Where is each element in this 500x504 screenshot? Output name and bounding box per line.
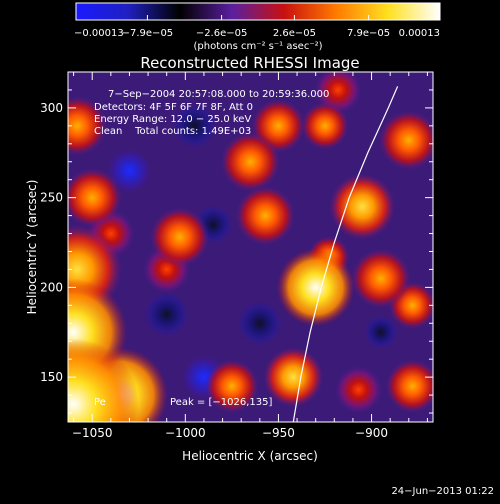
annotation-total-counts: Clean Total counts: 1.49E+03 [94,126,251,137]
footer-timestamp: 24−Jun−2013 01:22 [391,486,494,497]
heatmap-blob [68,96,108,156]
heatmap-blob [334,365,383,414]
heatmap-blob [170,102,219,150]
y-tick-label: 150 [40,370,63,384]
plot-area: −1050 −1000 −950 −900 150 200 250 300 7−Sep−200… [40,71,434,440]
heatmap-blob [385,359,433,413]
x-tick-label: −1050 [72,426,113,440]
heatmap-blob [263,347,324,407]
plot-frame [67,71,434,423]
heatmap-blob [149,207,210,267]
colorbar-gradient [75,2,441,21]
heatmap-blob [220,131,281,192]
heatmap-blob [205,359,259,413]
colorbar-ticks: −0.00013−7.9e−05 −2.6e−05 2.6e−05 7.9e−05 0.… [74,15,441,39]
y-tick-label: 300 [40,101,63,115]
heatmap-blob [68,338,140,422]
heatmap-blobs [68,72,433,422]
colorbar-tick-label: −7.9e−05 [122,28,174,39]
annotation-detectors: Detectors: 4F 5F 6F 7F 8F, Att 0 [94,102,253,113]
heatmap-blob [301,102,349,150]
solar-limb-line [292,86,399,422]
peak-prefix: Pe [94,397,106,408]
heatmap-blob [68,167,122,228]
colorbar-tick-label: −2.6e−05 [196,28,248,39]
heatmap-blob [235,299,284,348]
annotation-time-range: 7−Sep−2004 20:57:08.000 to 20:59:36.000 [108,89,329,100]
y-tick-label: 250 [40,191,63,205]
heatmap-blob [329,173,396,240]
heatmap-blob [379,110,433,170]
colorbar-tick-label: 7.9e−05 [347,28,390,39]
x-tick-label: −900 [355,426,388,440]
heatmap-blob [235,185,296,246]
heatmap-blob [142,290,191,339]
x-axis-label: Heliocentric X (arcsec) [182,449,318,463]
colorbar-tick-label: −0.00013 [74,28,124,39]
colorbar-tick-label: 0.00013 [399,28,440,39]
heatmap-blob [362,314,399,351]
chart-title: Reconstructed RHESSI Image [140,54,359,72]
annotation-energy-range: Energy Range: 12.0 − 25.0 keV [94,114,251,125]
annotation-block: 7−Sep−2004 20:57:08.000 to 20:59:36.000 … [94,89,329,137]
x-tick-label: −1000 [165,426,206,440]
colorbar-unit-label: (photons cm⁻² s⁻¹ asec⁻²) [193,41,322,52]
colorbar-tick-label: 2.6e−05 [273,28,316,39]
heatmap-blob [276,248,355,327]
peak-annotation: Peak = [−1026,135] [170,397,272,408]
colorbar: −0.00013−7.9e−05 −2.6e−05 2.6e−05 7.9e−05 0.… [74,2,441,52]
y-axis-label: Heliocentric Y (arcsec) [25,180,39,315]
y-tick-label: 200 [40,280,63,294]
axis-ticks: −1050 −1000 −950 −900 150 200 250 300 [40,71,433,440]
x-tick-label: −950 [262,426,295,440]
heatmap-blob [351,248,411,309]
